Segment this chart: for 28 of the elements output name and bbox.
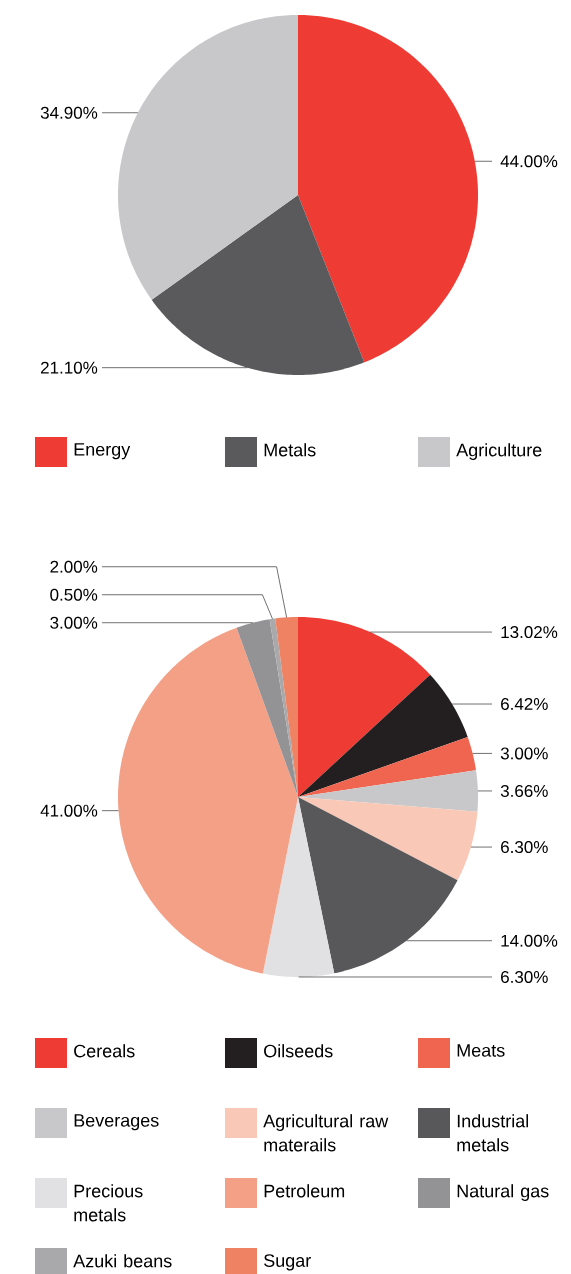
legend-label: Sugar [264,1254,311,1271]
data-label: 13.02% [501,626,558,639]
data-label: 2.00% [50,560,98,573]
legend-label: Natural gas [457,1184,549,1201]
data-label: 44.00% [500,155,558,168]
legend-label: Energy [74,443,131,460]
legend-label: Beverages [74,1114,159,1131]
data-label: 3.66% [500,784,548,797]
legend-label: Azuki beans [73,1254,172,1268]
data-label: 3.00% [50,616,98,629]
data-label: 34.90% [40,106,98,119]
data-label: 6.30% [501,970,548,984]
data-label: 6.42% [501,698,548,711]
data-label: 14.00% [501,934,558,947]
legend-label: Meats [457,1044,505,1057]
legend-label: Petroleum [264,1184,345,1198]
data-label: 3.00% [500,747,548,760]
data-label: 0.50% [50,588,98,601]
legend-label: Agriculture [456,443,542,460]
legend-label: Industrial metals [457,1114,529,1152]
legend-label: Oilseeds [264,1044,333,1058]
data-label: 41.00% [40,804,98,817]
data-label: 21.10% [41,361,98,374]
legend-label: Precious metals [74,1184,143,1222]
legend-label: Agricultural raw materails [263,1114,389,1152]
data-label: 6.30% [501,841,548,854]
legend-label: Metals [264,443,316,457]
legend-label: Cereals [74,1044,135,1058]
